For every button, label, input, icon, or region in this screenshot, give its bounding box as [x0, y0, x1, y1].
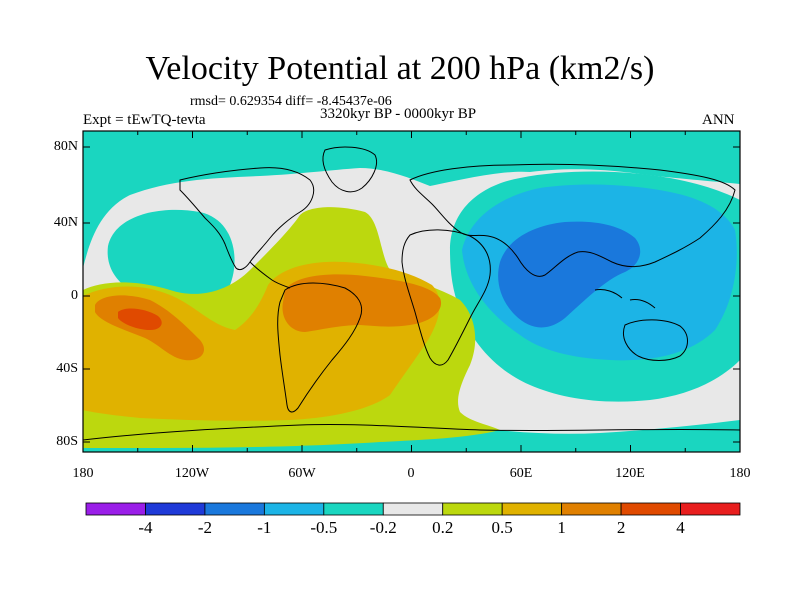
field-blue-asia: [498, 221, 641, 328]
lon-label-60e: 60E: [509, 466, 533, 481]
map-fields: [83, 131, 740, 452]
lon-label-120w: 120W: [174, 466, 210, 481]
colorbar-box: [680, 502, 741, 516]
stats-text: rmsd= 0.629354 diff= -8.45437e-06: [190, 94, 392, 109]
colorbar-label: -4: [138, 518, 153, 537]
colorbar-label: -2: [197, 518, 212, 537]
colorbar-label: 1: [557, 518, 566, 537]
coast-australia: [623, 319, 688, 361]
colorbar: [85, 502, 741, 516]
lat-label-80s: 80S: [56, 434, 78, 449]
coastlines: [83, 146, 740, 441]
colorbar-box: [620, 502, 681, 516]
coast-africa: [401, 229, 491, 366]
colorbar-box: [85, 502, 146, 516]
colorbar-box: [204, 502, 265, 516]
colorbar-label: -0.2: [369, 518, 397, 537]
colorbar-label: -1: [257, 518, 272, 537]
season-label: ANN: [702, 112, 735, 128]
colorbar-box: [145, 502, 206, 516]
colorbar-label: 0.2: [432, 518, 454, 537]
colorbar-box: [501, 502, 563, 516]
coast-greenland: [322, 146, 377, 193]
field-darkorange-atlantic: [282, 274, 442, 332]
colorbar-box: [323, 502, 384, 516]
experiment-label: Expt = tEwTQ-tevta: [83, 112, 206, 128]
colorbar-box: [382, 502, 444, 516]
lon-label-180w: 180: [72, 466, 94, 481]
axis-ticks: [82, 131, 741, 452]
coast-north-america: [179, 167, 315, 271]
coast-indonesia: [594, 289, 656, 309]
lat-label-0: 0: [71, 288, 78, 303]
colorbar-box: [263, 502, 325, 516]
coast-south-america: [277, 282, 363, 413]
field-red-pacific: [118, 308, 162, 330]
colorbar-label: 0.5: [491, 518, 513, 537]
colorbar-label: 4: [676, 518, 685, 537]
lon-label-0: 0: [407, 466, 415, 481]
colorbar-box: [561, 502, 622, 516]
lat-label-40s: 40S: [56, 361, 78, 376]
colorbar-label: 2: [616, 518, 626, 537]
lat-label-80n: 80N: [53, 139, 78, 154]
colorbar-box: [442, 502, 503, 516]
lon-label-180e: 180: [729, 466, 751, 481]
lat-label-40n: 40N: [53, 215, 78, 230]
lon-label-60w: 60W: [288, 466, 316, 481]
coast-antarctica: [83, 424, 740, 441]
colorbar-label: -0.5: [310, 518, 338, 537]
period-label: 3320kyr BP - 0000kyr BP: [320, 106, 477, 122]
lon-label-120e: 120E: [615, 466, 645, 481]
plot-title: Velocity Potential at 200 hPa (km2/s): [145, 50, 655, 87]
field-teal-pacific: [107, 209, 235, 303]
coast-central-america: [249, 261, 291, 289]
